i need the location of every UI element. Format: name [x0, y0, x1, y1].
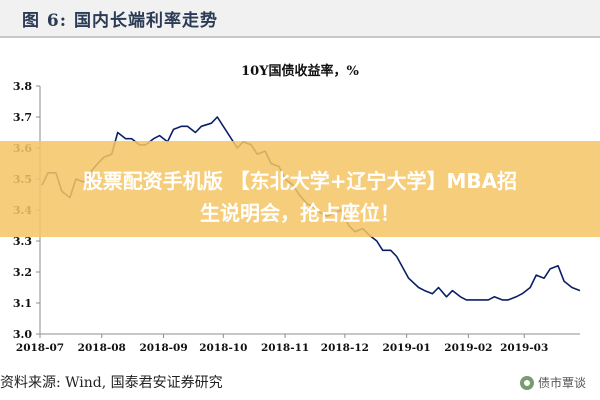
- x-tick-label: 2019-03: [500, 342, 548, 354]
- y-tick-label: 3.7: [13, 111, 32, 124]
- x-tick-label: 2018-10: [199, 342, 247, 354]
- x-tick-label: 2019-02: [444, 342, 492, 354]
- ad-banner-line-2[interactable]: 生说明会，抢占座位！: [200, 201, 400, 225]
- x-tick-label: 2018-07: [16, 342, 64, 354]
- x-tick-label: 2018-12: [321, 342, 369, 354]
- watermark-text: 债市覃谈: [537, 376, 586, 390]
- x-tick-label: 2018-11: [261, 342, 309, 354]
- x-tick-label: 2018-09: [139, 342, 187, 354]
- figure-title: 图 6: 国内长端利率走势: [22, 11, 218, 31]
- watermark: 债市覃谈: [519, 374, 586, 391]
- x-tick-label: 2018-08: [78, 342, 126, 354]
- ad-banner-text[interactable]: 股票配资手机版 【东北大学+辽宁大学】MBA招 生说明会，抢占座位！: [0, 165, 600, 229]
- y-tick-label: 3.8: [13, 80, 32, 93]
- figure-header: 图 6: 国内长端利率走势: [0, 0, 600, 38]
- x-tick-label: 2019-01: [383, 342, 431, 354]
- y-tick-label: 3.1: [13, 297, 32, 310]
- wechat-icon: [519, 375, 534, 390]
- source-note: 资料来源: Wind, 国泰君安证券研究: [0, 375, 223, 391]
- y-tick-label: 3.2: [13, 266, 32, 279]
- ad-banner-line-1[interactable]: 股票配资手机版 【东北大学+辽宁大学】MBA招: [82, 169, 518, 193]
- chart-title: 10Y国债收益率，%: [241, 64, 359, 79]
- y-tick-label: 3.0: [13, 328, 32, 341]
- y-tick-label: 3.3: [13, 235, 32, 248]
- ad-banner[interactable]: 股票配资手机版 【东北大学+辽宁大学】MBA招 生说明会，抢占座位！: [0, 141, 600, 237]
